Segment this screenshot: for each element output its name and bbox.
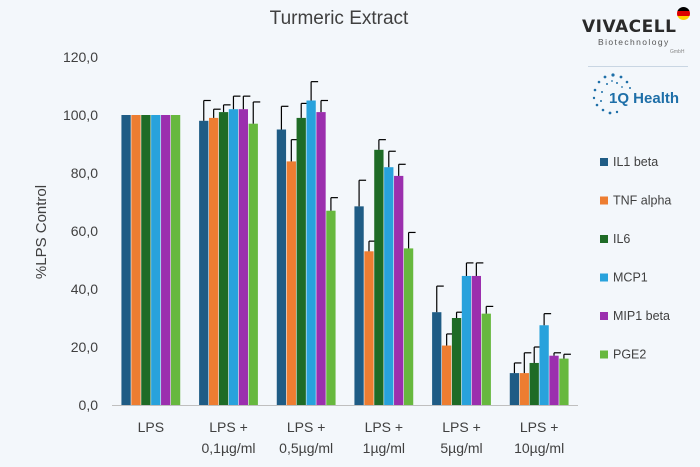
bar xyxy=(306,100,316,405)
bar xyxy=(549,355,559,405)
bar xyxy=(559,358,569,405)
legend-swatch xyxy=(600,312,608,320)
y-tick-label: 40,0 xyxy=(71,281,98,297)
bar xyxy=(481,313,491,405)
bar xyxy=(326,210,336,405)
bar xyxy=(451,318,462,405)
bar xyxy=(539,325,549,405)
y-axis-label: %LPS Control xyxy=(33,185,50,279)
x-tick-label: LPS + xyxy=(287,419,326,435)
y-tick-label: 120,0 xyxy=(63,49,98,65)
logos: VIVACELL Biotechnology GmbH 1Q Health xyxy=(578,4,698,115)
legend: IL1 beta TNF alpha IL6 MCP1 MIP1 beta PGE2 xyxy=(600,155,671,362)
legend-swatch xyxy=(600,158,608,166)
x-tick-label: LPS + xyxy=(520,419,559,435)
bar xyxy=(228,109,239,405)
legend-label: PGE2 xyxy=(613,348,646,362)
bar xyxy=(316,112,326,405)
bar xyxy=(384,167,394,405)
y-tick-label: 80,0 xyxy=(71,165,98,181)
x-tick-label: LPS + xyxy=(365,419,404,435)
bar xyxy=(364,251,374,405)
bar xyxy=(296,117,306,406)
x-tick-label: LPS + xyxy=(209,419,248,435)
bar xyxy=(471,275,481,405)
german-flag-icon xyxy=(677,7,690,20)
legend-label: TNF alpha xyxy=(613,194,671,208)
bar xyxy=(161,115,171,405)
bar xyxy=(403,248,414,405)
bar xyxy=(529,362,539,405)
bar xyxy=(121,115,131,405)
bar xyxy=(519,373,529,405)
bar xyxy=(354,206,364,405)
x-tick-label: LPS + xyxy=(442,419,481,435)
bar xyxy=(209,117,219,406)
x-tick-label: 5µg/ml xyxy=(440,440,482,456)
x-axis-ticks: LPS LPS + 0,1µg/ml LPS + 0,5µg/ml LPS + 1µg/ml… xyxy=(138,419,565,456)
bar xyxy=(141,115,151,405)
y-tick-label: 60,0 xyxy=(71,223,98,239)
vivacell-suffix: GmbH xyxy=(670,49,685,55)
y-tick-label: 0,0 xyxy=(79,397,99,413)
bar xyxy=(374,149,384,405)
x-tick-label: 0,5µg/ml xyxy=(279,440,333,456)
bar xyxy=(286,161,296,405)
legend-swatch xyxy=(600,196,608,205)
legend-label: IL6 xyxy=(613,232,630,246)
bar xyxy=(276,129,287,405)
chart-title: Turmeric Extract xyxy=(270,8,409,29)
y-tick-label: 100,0 xyxy=(63,107,98,123)
legend-label: MCP1 xyxy=(613,271,648,285)
legend-swatch xyxy=(600,350,608,359)
x-tick-label: 10µg/ml xyxy=(514,440,564,456)
bar xyxy=(170,115,181,405)
y-tick-label: 20,0 xyxy=(71,339,98,355)
legend-label: MIP1 beta xyxy=(613,309,670,323)
x-tick-label: 0,1µg/ml xyxy=(202,440,256,456)
bar-series xyxy=(121,81,571,406)
bar xyxy=(248,123,258,405)
bar xyxy=(509,373,520,405)
vivacell-subtitle: Biotechnology xyxy=(598,37,670,47)
bar xyxy=(238,109,248,405)
bar xyxy=(432,312,442,405)
bar xyxy=(394,175,404,405)
legend-swatch xyxy=(600,235,608,243)
legend-label: IL1 beta xyxy=(613,155,658,169)
legend-swatch xyxy=(600,273,608,282)
iq-health-dots-icon xyxy=(592,73,631,115)
iq-health-logo: 1Q Health xyxy=(609,90,680,107)
vivacell-logo: VIVACELL xyxy=(582,17,677,37)
bar xyxy=(461,275,472,405)
bar xyxy=(131,115,141,405)
x-tick-label: LPS xyxy=(138,419,164,435)
bar xyxy=(151,115,161,405)
bar xyxy=(199,120,209,406)
x-tick-label: 1µg/ml xyxy=(363,440,405,456)
bar xyxy=(442,345,452,405)
logo-divider xyxy=(588,66,688,67)
bar xyxy=(218,112,229,405)
y-axis-ticks: 0,0 20,0 40,0 60,0 80,0 100,0 120,0 xyxy=(63,49,98,413)
